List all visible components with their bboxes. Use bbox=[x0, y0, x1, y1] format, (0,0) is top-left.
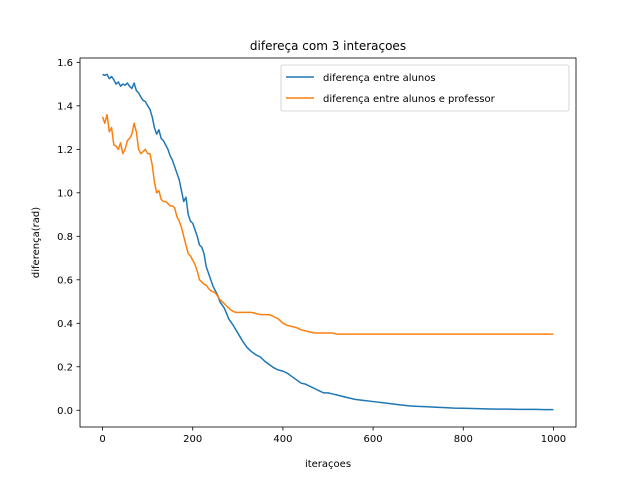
legend-box bbox=[280, 64, 570, 112]
chart-title: difereça com 3 interaçoes bbox=[250, 39, 406, 53]
y-tick-label: 1.2 bbox=[57, 145, 73, 156]
y-tick-label: 0.6 bbox=[57, 275, 73, 286]
axes-frame bbox=[79, 57, 577, 428]
y-tick-label: 0.4 bbox=[57, 319, 73, 330]
y-tick-label: 0.8 bbox=[57, 232, 73, 243]
legend: diferença entre alunos diferença entre al… bbox=[280, 64, 570, 112]
x-axis-title: iteraçoes bbox=[305, 459, 351, 470]
legend-label-1: diferença entre alunos bbox=[323, 73, 436, 84]
y-tick-label: 0.2 bbox=[57, 362, 73, 373]
x-tick-label: 0 bbox=[99, 434, 105, 445]
y-axis-title: diferença(rad) bbox=[31, 207, 42, 278]
x-tick-label: 200 bbox=[183, 434, 202, 445]
series-line-1 bbox=[102, 73, 554, 411]
x-tick-label: 600 bbox=[364, 434, 383, 445]
x-tick-label: 1000 bbox=[541, 434, 566, 445]
y-tick-label: 1.4 bbox=[57, 101, 73, 112]
y-tick-label: 1.6 bbox=[57, 58, 73, 69]
x-tick-label: 400 bbox=[273, 434, 292, 445]
y-tick-label: 1.0 bbox=[57, 188, 73, 199]
plot-area: 0 200 400 600 800 1000 0.0 0.2 0.4 0.6 0.8 1.0 1.2 1.… bbox=[57, 57, 577, 445]
legend-label-2: diferença entre alunos e professor bbox=[323, 94, 496, 105]
y-tick-label: 0.0 bbox=[57, 406, 73, 417]
series-line-2 bbox=[101, 113, 554, 335]
x-tick-label: 800 bbox=[454, 434, 473, 445]
